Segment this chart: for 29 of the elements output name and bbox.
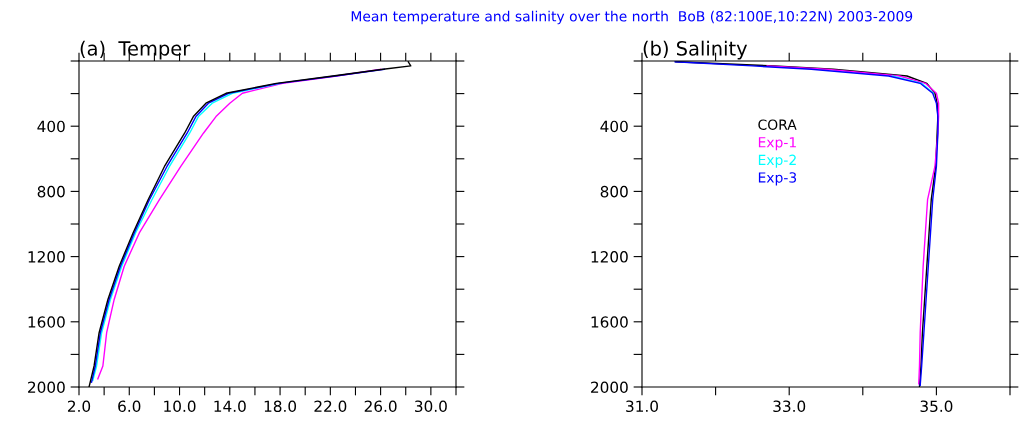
x-tick-label: 26.0: [364, 400, 397, 413]
x-tick-label: 35.0: [920, 400, 953, 413]
text: Exp-1: [758, 137, 796, 151]
text: Exp-2: [758, 154, 796, 168]
chart-title: (b) Salinity: [643, 40, 748, 60]
y-tick-label: 1600: [591, 316, 628, 328]
y-tick-label: 2000: [591, 381, 628, 394]
y-tick-label: 800: [600, 185, 628, 198]
x-tick-label: 33.0: [773, 400, 806, 413]
y-tick-label: 800: [37, 185, 65, 198]
x-tick-label: 31.0: [626, 400, 658, 413]
y-tick-label: 1600: [28, 316, 65, 328]
y-tick-label: 1200: [591, 251, 628, 263]
x-tick-label: 10.0: [164, 400, 196, 413]
line-series: [92, 82, 281, 382]
x-tick-label: 2.0: [67, 400, 91, 413]
y-tick-label: 2000: [28, 381, 65, 394]
text: Exp-3: [758, 172, 797, 186]
text: Mean temperature and salinity over the north BoB (82:100E,10:22N) 2003-2009: [351, 10, 913, 25]
x-tick-label: 14.0: [214, 400, 246, 413]
x-tick-label: 18.0: [264, 400, 297, 413]
x-tick-label: 22.0: [314, 400, 347, 413]
y-tick-label: 400: [600, 120, 628, 133]
y-tick-label: 1200: [28, 251, 65, 263]
x-tick-label: 30.0: [415, 400, 447, 413]
x-tick-label: 6.0: [118, 400, 141, 413]
chart-title: (a) Temper: [80, 40, 191, 60]
text: CORA: [758, 119, 797, 130]
y-tick-label: 400: [37, 120, 65, 133]
